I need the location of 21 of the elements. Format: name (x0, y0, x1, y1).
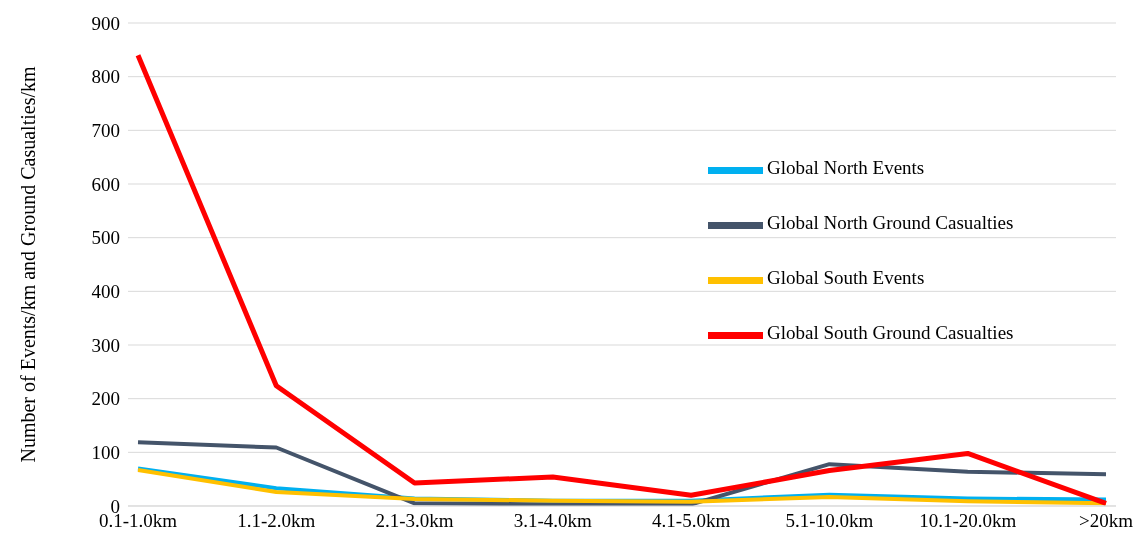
x-tick-label: 1.1-2.0km (237, 510, 316, 532)
legend-label: Global North Ground Casualties (767, 212, 1014, 234)
y-tick-label: 700 (91, 120, 120, 142)
x-tick-label: 5.1-10.0km (785, 510, 874, 532)
x-tick-label: 4.1-5.0km (652, 510, 731, 532)
y-tick-label: 400 (91, 281, 120, 303)
legend-label: Global South Ground Casualties (767, 322, 1014, 344)
legend-label: Global North Events (767, 157, 925, 179)
y-tick-label: 500 (91, 227, 120, 249)
y-axis-title: Number of Events/km and Ground Casualties/km (17, 66, 40, 463)
y-tick-label: 600 (91, 173, 120, 195)
legend-label: Global South Events (767, 267, 925, 289)
x-tick-label: >20km (1079, 510, 1134, 532)
x-tick-label: 3.1-4.0km (513, 510, 593, 532)
y-tick-label: 800 (91, 66, 120, 88)
y-tick-label: 100 (91, 442, 120, 464)
y-tick-label: 200 (91, 388, 120, 410)
x-tick-label: 2.1-3.0km (375, 510, 454, 532)
x-tick-label: 10.1-20.0km (919, 510, 1017, 532)
y-tick-label: 900 (91, 12, 120, 34)
y-tick-label: 300 (91, 334, 120, 356)
